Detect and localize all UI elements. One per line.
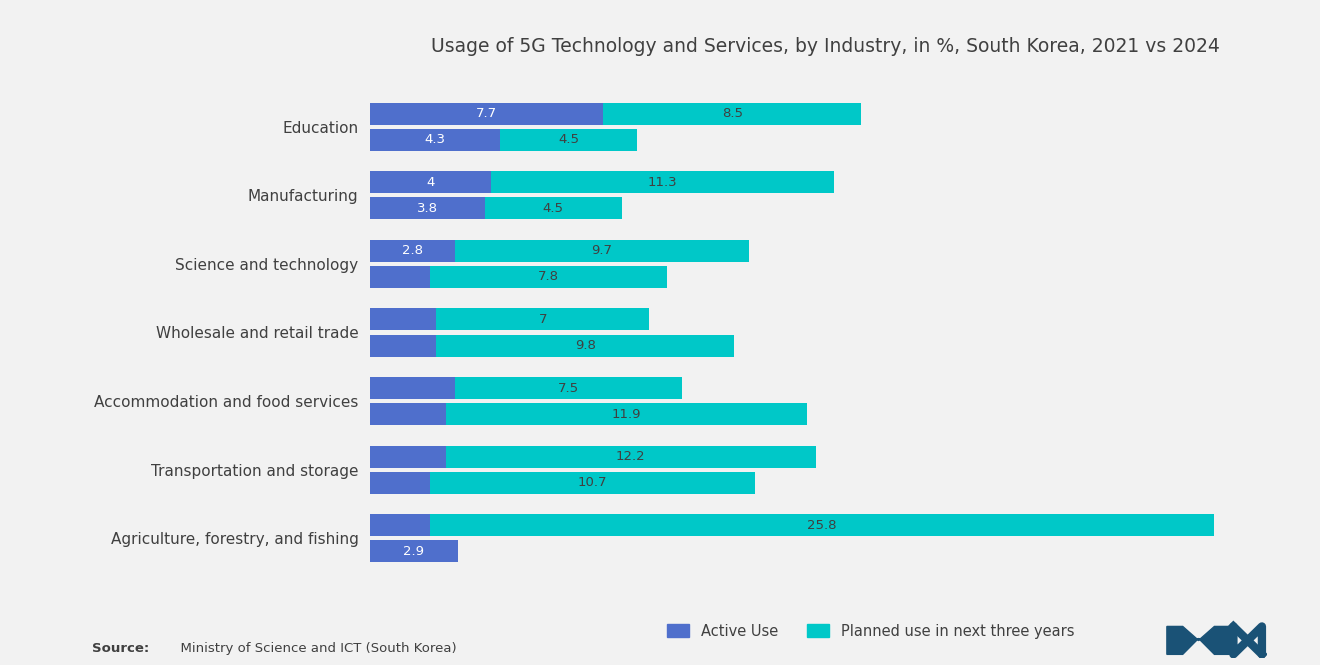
Bar [370,334,437,356]
Text: 9.7: 9.7 [591,245,612,257]
Bar [370,103,603,125]
Bar [437,334,734,356]
Bar [603,103,862,125]
Text: 11.9: 11.9 [611,408,642,420]
Text: 7: 7 [539,313,546,326]
Bar [370,403,446,425]
Text: 12.2: 12.2 [616,450,645,463]
Text: 7.5: 7.5 [558,382,579,394]
Bar [370,309,437,331]
Bar [370,240,454,262]
Bar [370,198,484,219]
Bar [370,514,430,536]
Text: 7.8: 7.8 [539,271,560,283]
Bar [370,377,454,399]
Text: Ministry of Science and ICT (South Korea): Ministry of Science and ICT (South Korea… [172,642,457,655]
Bar [430,266,667,288]
Bar [370,540,458,562]
Text: 4: 4 [426,176,434,189]
Text: 4.5: 4.5 [543,202,564,215]
Text: 8.5: 8.5 [722,107,743,120]
Polygon shape [1167,626,1230,654]
Bar [430,471,755,493]
Bar [446,403,807,425]
Text: 3.8: 3.8 [417,202,438,215]
Bar [370,266,430,288]
Text: 2.8: 2.8 [401,245,422,257]
Text: 11.3: 11.3 [648,176,677,189]
Bar [437,309,649,331]
Title: Usage of 5G Technology and Services, by Industry, in %, South Korea, 2021 vs 202: Usage of 5G Technology and Services, by … [430,37,1220,56]
Bar [370,129,500,151]
Bar [454,377,682,399]
Bar [500,129,636,151]
Legend: Active Use, Planned use in next three years: Active Use, Planned use in next three ye… [667,624,1074,638]
Text: 10.7: 10.7 [578,476,607,489]
Bar [446,446,816,467]
Bar [370,471,430,493]
Bar [370,172,491,194]
Text: 25.8: 25.8 [808,519,837,532]
Bar [491,172,834,194]
Text: 4.3: 4.3 [424,133,445,146]
Bar [370,446,446,467]
Bar [484,198,622,219]
Text: 9.8: 9.8 [574,339,595,352]
Text: 2.9: 2.9 [403,545,424,558]
Text: 7.7: 7.7 [477,107,498,120]
Text: 4.5: 4.5 [558,133,579,146]
Bar [454,240,748,262]
Bar [430,514,1213,536]
Text: Source:: Source: [92,642,149,655]
